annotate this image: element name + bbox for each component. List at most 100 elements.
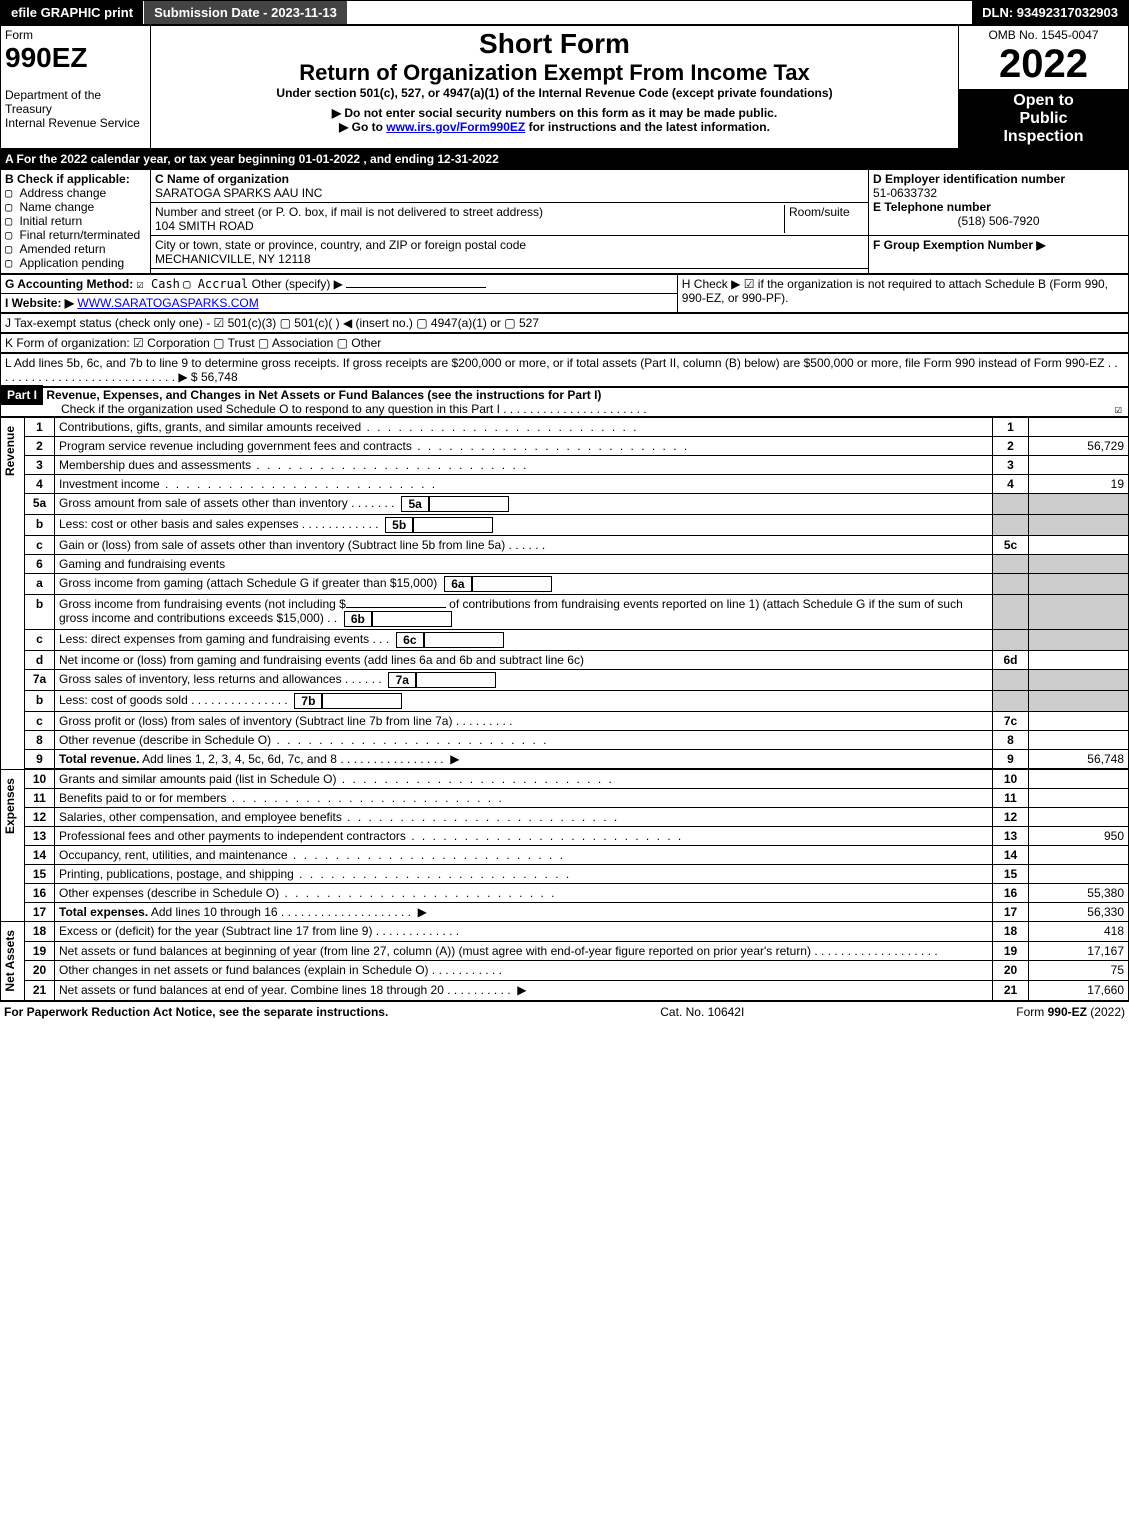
ln-13-desc: Professional fees and other payments to … — [59, 829, 406, 843]
ln-6b-subamt — [372, 611, 452, 627]
b-amended-return[interactable]: ▢ — [5, 242, 19, 256]
efile-print-button[interactable]: efile GRAPHIC print — [1, 1, 144, 24]
ln-11-desc: Benefits paid to or for members — [59, 791, 226, 805]
omb-number: OMB No. 1545-0047 — [988, 28, 1098, 42]
b-opt-0: Address change — [19, 186, 106, 200]
topbar-spacer — [347, 1, 972, 24]
ln-6d-rn: 6d — [993, 651, 1029, 670]
ln-5b-desc: Less: cost or other basis and sales expe… — [59, 517, 298, 531]
revenue-section-label: Revenue — [1, 418, 19, 484]
netassets-section-label: Net Assets — [1, 922, 19, 1000]
part1-heading: Revenue, Expenses, and Changes in Net As… — [46, 388, 601, 402]
ln-6c-subamt — [424, 632, 504, 648]
g-label: G Accounting Method: — [5, 277, 133, 291]
h-text: H Check ▶ ☑ if the organization is not r… — [677, 275, 1128, 313]
ln-15-desc: Printing, publications, postage, and shi… — [59, 867, 294, 881]
i-label: I Website: ▶ — [5, 296, 74, 310]
ln-15-amt — [1029, 865, 1129, 884]
ln-6d-desc: Net income or (loss) from gaming and fun… — [59, 653, 584, 667]
arrow-icon-3: ▶ — [517, 983, 526, 997]
part1-check-text: Check if the organization used Schedule … — [1, 402, 647, 416]
ln-10-rn: 10 — [993, 770, 1029, 789]
form-number: 990EZ — [5, 42, 88, 73]
ln-7a-num: 7a — [25, 670, 55, 691]
ln-4-desc: Investment income — [59, 477, 160, 491]
b-opt-5: Application pending — [19, 256, 124, 270]
ln-6-num: 6 — [25, 555, 55, 574]
d-label: D Employer identification number — [873, 172, 1065, 186]
ln-8-desc: Other revenue (describe in Schedule O) — [59, 733, 271, 747]
ln-13-amt: 950 — [1029, 827, 1129, 846]
ln-5a-desc: Gross amount from sale of assets other t… — [59, 496, 348, 510]
inspection-box: Open toPublicInspection — [959, 90, 1129, 149]
ln-9-num: 9 — [25, 750, 55, 769]
dln-label: DLN: 93492317032903 — [972, 1, 1128, 24]
g-accrual[interactable]: ▢ Accrual — [183, 277, 248, 291]
b-final-return[interactable]: ▢ — [5, 228, 19, 242]
ln-16-desc: Other expenses (describe in Schedule O) — [59, 886, 279, 900]
ln-5a-sublbl: 5a — [401, 496, 429, 512]
ln-9-desc: Add lines 1, 2, 3, 4, 5c, 6d, 7c, and 8 — [142, 752, 337, 766]
ln-12-amt — [1029, 808, 1129, 827]
part1-checkbox[interactable]: ☑ — [1115, 402, 1128, 416]
line-a: A For the 2022 calendar year, or tax yea… — [1, 150, 1129, 169]
ln-10-desc: Grants and similar amounts paid (list in… — [59, 772, 336, 786]
ln-8-rn: 8 — [993, 731, 1029, 750]
ssn-note: ▶ Do not enter social security numbers o… — [155, 106, 954, 120]
irs-link[interactable]: www.irs.gov/Form990EZ — [386, 120, 525, 134]
g-cash[interactable]: ☑ Cash — [137, 277, 180, 291]
ln-7b-subamt — [322, 693, 402, 709]
part1-header: Part I Revenue, Expenses, and Changes in… — [0, 387, 1129, 417]
ln-4-amt: 19 — [1029, 475, 1129, 494]
ln-3-rn: 3 — [993, 456, 1029, 475]
g-other: Other (specify) ▶ — [252, 277, 343, 291]
expenses-section-label: Expenses — [1, 770, 19, 842]
ln-21-amt: 17,660 — [1029, 980, 1129, 1000]
website-link[interactable]: WWW.SARATOGASPARKS.COM — [77, 296, 258, 310]
page-footer: For Paperwork Reduction Act Notice, see … — [0, 1001, 1129, 1022]
top-bar: efile GRAPHIC print Submission Date - 20… — [0, 0, 1129, 25]
ln-21-num: 21 — [25, 980, 55, 1000]
street-value: 104 SMITH ROAD — [155, 219, 254, 233]
ln-6-desc: Gaming and fundraising events — [59, 557, 225, 571]
ln-1-desc: Contributions, gifts, grants, and simila… — [59, 420, 361, 434]
ln-12-desc: Salaries, other compensation, and employ… — [59, 810, 342, 824]
ln-7b-desc: Less: cost of goods sold — [59, 693, 188, 707]
ln-1-amt — [1029, 418, 1129, 437]
ln-5a-num: 5a — [25, 494, 55, 515]
goto-note: ▶ Go to www.irs.gov/Form990EZ for instru… — [155, 120, 954, 134]
ln-6b-desc: Gross income from fundraising events (no… — [59, 597, 346, 611]
ln-5b-sublbl: 5b — [385, 517, 413, 533]
b-initial-return[interactable]: ▢ — [5, 214, 19, 228]
ln-11-amt — [1029, 789, 1129, 808]
b-name-change[interactable]: ▢ — [5, 200, 19, 214]
ln-2-rn: 2 — [993, 437, 1029, 456]
header-table: Form 990EZ Department of the TreasuryInt… — [0, 25, 1129, 149]
k-line: K Form of organization: ☑ Corporation ▢ … — [1, 334, 1129, 353]
short-form-title: Short Form — [155, 28, 954, 60]
ln-2-num: 2 — [25, 437, 55, 456]
ln-6a-num: a — [25, 574, 55, 595]
form-label: Form — [5, 28, 33, 42]
ln-6c-sublbl: 6c — [396, 632, 424, 648]
ln-5c-amt — [1029, 536, 1129, 555]
footer-right: Form 990-EZ (2022) — [1016, 1005, 1125, 1019]
main-title: Return of Organization Exempt From Incom… — [155, 60, 954, 86]
ein-value: 51-0633732 — [873, 186, 937, 200]
ln-8-num: 8 — [25, 731, 55, 750]
b-opt-2: Initial return — [19, 214, 82, 228]
ln-5b-num: b — [25, 515, 55, 536]
footer-left: For Paperwork Reduction Act Notice, see … — [4, 1005, 388, 1019]
b-application-pending[interactable]: ▢ — [5, 256, 19, 270]
ln-5b-subamt — [413, 517, 493, 533]
b-address-change[interactable]: ▢ — [5, 186, 19, 200]
ln-7c-amt — [1029, 712, 1129, 731]
ln-18-amt: 418 — [1029, 922, 1129, 942]
ln-19-num: 19 — [25, 941, 55, 961]
ln-14-amt — [1029, 846, 1129, 865]
ln-4-rn: 4 — [993, 475, 1029, 494]
ln-9-rn: 9 — [993, 750, 1029, 769]
org-name: SARATOGA SPARKS AAU INC — [155, 186, 322, 200]
ln-18-num: 18 — [25, 922, 55, 942]
ln-17-desc: Add lines 10 through 16 — [151, 905, 278, 919]
